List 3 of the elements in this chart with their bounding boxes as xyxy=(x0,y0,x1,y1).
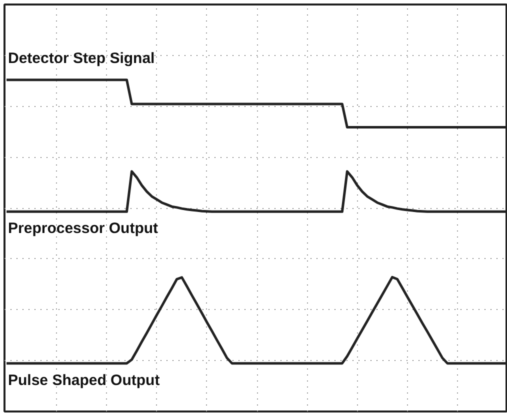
series-label: Detector Step Signal xyxy=(8,50,155,68)
series-label: Preprocessor Output xyxy=(8,220,158,238)
series-label: Pulse Shaped Output xyxy=(8,372,160,389)
